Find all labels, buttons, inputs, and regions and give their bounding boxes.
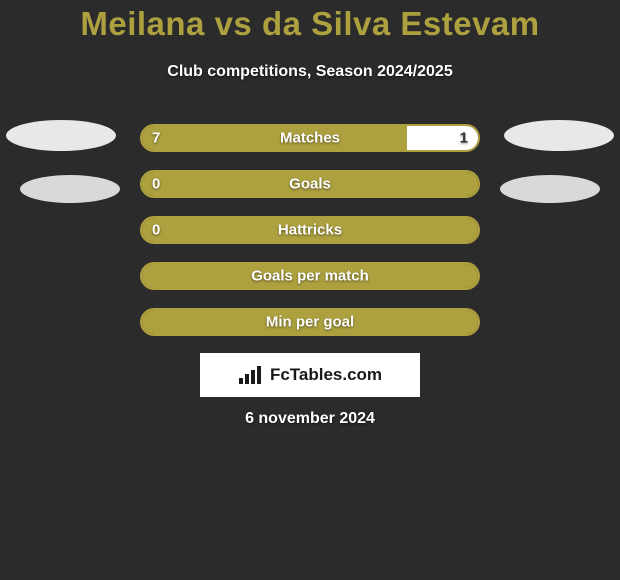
- stat-label: Goals per match: [142, 268, 478, 285]
- stat-row: Min per goal: [140, 308, 480, 336]
- stat-label: Hattricks: [142, 222, 478, 239]
- ellipse-decor: [504, 120, 614, 151]
- ellipse-decor: [6, 120, 116, 151]
- stat-row: Goals0: [140, 170, 480, 198]
- brand-text: FcTables.com: [270, 365, 382, 385]
- stat-value-left: 0: [152, 222, 160, 239]
- stat-label: Goals: [142, 176, 478, 193]
- brand-box: FcTables.com: [200, 353, 420, 397]
- stat-value-right: 1: [460, 130, 468, 147]
- stat-label: Min per goal: [142, 314, 478, 331]
- vs-text: vs: [215, 5, 253, 42]
- ellipse-decor: [500, 175, 600, 203]
- page-title: Meilana vs da Silva Estevam: [0, 5, 620, 43]
- subtitle: Club competitions, Season 2024/2025: [0, 63, 620, 81]
- h2h-infographic: Meilana vs da Silva Estevam Club competi…: [0, 0, 620, 580]
- stat-row: Goals per match: [140, 262, 480, 290]
- stat-value-left: 7: [152, 130, 160, 147]
- player2-name: da Silva Estevam: [262, 5, 540, 42]
- bar-chart-icon: [238, 366, 264, 384]
- date-text: 6 november 2024: [0, 410, 620, 428]
- ellipse-decor: [20, 175, 120, 203]
- stat-label: Matches: [142, 130, 478, 147]
- player1-name: Meilana: [80, 5, 205, 42]
- stat-value-left: 0: [152, 176, 160, 193]
- stat-row: Hattricks0: [140, 216, 480, 244]
- stat-row: Matches7 1: [140, 124, 480, 152]
